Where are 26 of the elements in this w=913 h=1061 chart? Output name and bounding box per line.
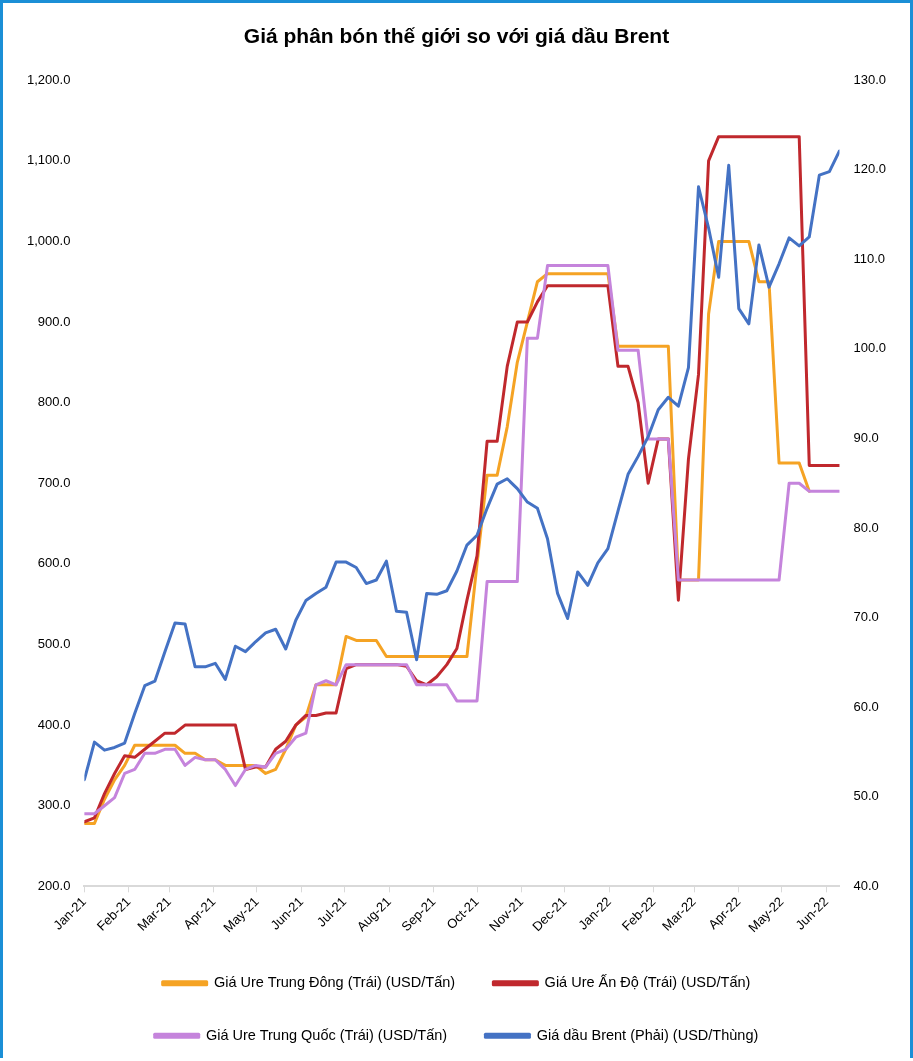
y2-tick-label: 70.0: [853, 609, 879, 625]
legend-label: Giá dầu Brent (Phải) (USD/Thùng): [536, 1026, 759, 1043]
y-tick-label: 1,100.0: [27, 152, 71, 168]
y-tick-label: 1,000.0: [27, 233, 71, 248]
y2-tick-label: 120.0: [853, 161, 887, 177]
y-tick-label: 700.0: [37, 474, 71, 490]
y-tick-label: 600.0: [37, 555, 71, 571]
y-tick-label: 300.0: [37, 797, 71, 813]
y2-tick-label: 60.0: [853, 698, 879, 714]
y2-tick-label: 90.0: [853, 430, 879, 446]
y-tick-label: 200.0: [37, 877, 71, 893]
y2-tick-label: 40.0: [853, 877, 879, 893]
y-tick-label: 900.0: [37, 313, 71, 329]
legend-label: Giá Ure Trung Quốc (Trái) (USD/Tấn): [205, 1026, 448, 1043]
y2-tick-label: 80.0: [853, 519, 879, 535]
y-tick-label: 400.0: [37, 716, 71, 732]
y2-tick-label: 50.0: [853, 788, 879, 804]
y-tick-label: 500.0: [37, 636, 71, 652]
legend-label: Giá Ure Ấn Độ (Trái) (USD/Tấn): [544, 974, 751, 991]
y2-tick-label: 100.0: [853, 340, 887, 356]
y2-tick-label: 110.0: [853, 250, 886, 266]
y2-tick-label: 130.0: [853, 71, 887, 87]
legend-label: Giá Ure Trung Đông (Trái) (USD/Tấn): [213, 974, 456, 991]
y-tick-label: 1,200.0: [27, 71, 71, 87]
y-tick-label: 800.0: [37, 394, 71, 410]
chart-title: Giá phân bón thế giới so với giá dầu Brent: [243, 24, 670, 48]
